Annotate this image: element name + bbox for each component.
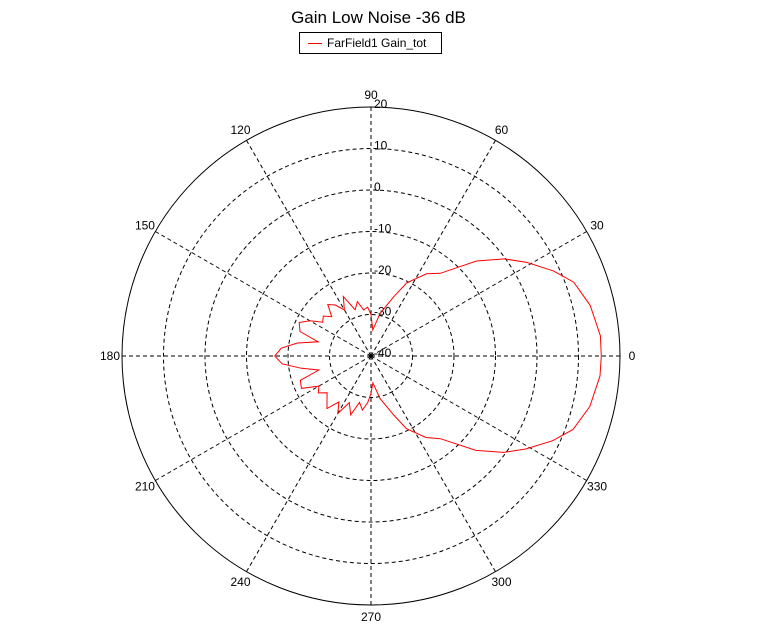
radial-tick-label: -10	[374, 222, 392, 236]
angle-tick-label: 150	[135, 219, 155, 233]
angle-tick-label: 60	[495, 123, 509, 137]
legend-label: FarField1 Gain_tot	[327, 36, 427, 50]
legend: FarField1 Gain_tot	[299, 32, 442, 54]
radial-tick-label: -40	[374, 346, 392, 360]
radial-tick-label: -20	[374, 263, 392, 277]
series-line	[274, 258, 602, 453]
grid-spoke	[370, 355, 496, 572]
angle-tick-label: 0	[629, 349, 636, 363]
radial-tick-label: -30	[374, 305, 392, 319]
radial-tick-label: 0	[374, 180, 381, 194]
angle-tick-label: 270	[361, 610, 381, 624]
grid-ring	[246, 231, 496, 481]
angle-tick-label: 180	[100, 349, 120, 363]
angle-tick-label: 240	[230, 575, 250, 589]
legend-swatch	[308, 43, 322, 44]
grid-ring	[163, 148, 579, 564]
radial-tick-label: 20	[374, 97, 388, 111]
angle-tick-label: 330	[587, 480, 607, 494]
angle-tick-label: 30	[590, 219, 604, 233]
angle-tick-label: 90	[364, 88, 378, 102]
grid-ring	[287, 272, 455, 440]
angle-tick-label: 300	[491, 575, 511, 589]
chart-title: Gain Low Noise -36 dB	[291, 8, 466, 27]
grid-ring	[329, 314, 413, 398]
radial-tick-label: 10	[374, 139, 388, 153]
grid-ring	[204, 189, 538, 523]
angle-tick-label: 120	[230, 123, 250, 137]
angle-tick-label: 210	[135, 480, 155, 494]
